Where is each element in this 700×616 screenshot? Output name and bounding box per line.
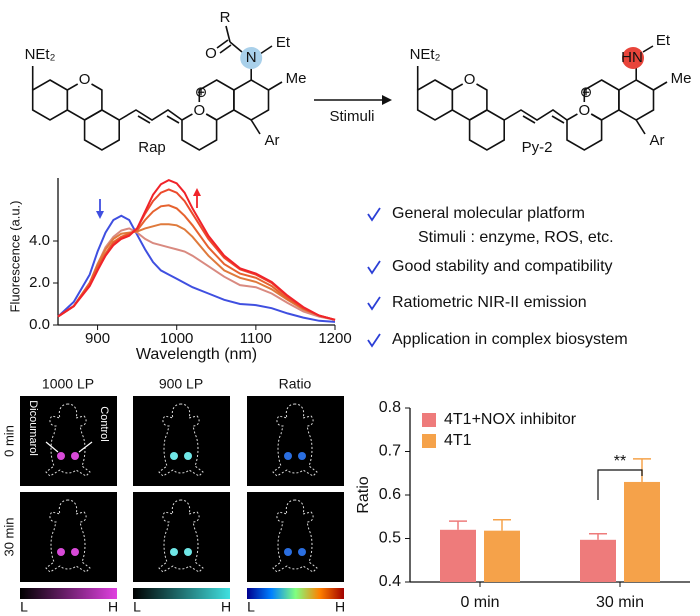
column-label: 1000 LP [42,376,94,392]
atom-label: Et [656,32,671,49]
atom-label: Et [276,34,291,51]
compound-name: Py-2 [522,139,553,156]
image-panel [247,492,344,582]
y-tick-label: 2.0 [29,274,50,291]
spectrum-line [57,178,336,321]
atom-label: Me [286,70,307,87]
atom-label: O [193,102,205,119]
scale-high: H [221,599,231,615]
atom-label: Me [671,70,692,87]
x-tick-label: 0 min [460,594,499,611]
y-tick-label: 0.6 [379,486,401,503]
y-tick-label: 0.4 [379,573,401,590]
feature-text: Application in complex biosystem [392,331,628,348]
reagent-label: Stimuli [329,108,374,125]
arrow-head [193,188,201,196]
amine-label: NEt₂ [410,46,441,63]
charts: 900 1000 1100 1200 0.0 2.0 4.0 Wavelength (nm) F… [7,178,690,611]
row-label: 30 min [1,517,16,556]
product-structure: NEt₂ O O ⊕ HN Et Me Ar Py-2 [410,32,692,156]
significance-bracket [597,469,643,500]
image-panel [20,396,117,486]
spectrum-line [57,223,336,321]
atom-label: O [578,102,590,119]
color-bar [247,588,344,599]
y-tick-label: 0.8 [379,399,401,416]
color-bar [20,588,117,599]
column-label: Ratio [279,376,312,392]
x-tick-label: 1200 [318,330,351,347]
y-tick-label: 4.0 [29,232,50,249]
y-axis-label: Fluorescence (a.u.) [7,201,22,313]
atom-label: R [220,9,231,26]
significance-label: ** [614,453,626,470]
image-annotation: Dicoumarol [27,400,39,456]
feature-text: Ratiometric NIR-II emission [392,294,587,311]
y-tick-label: 0.5 [379,530,401,547]
image-panel [247,396,344,486]
spectrum-line [57,214,336,323]
feature-text: Stimuli : enzyme, ROS, etc. [418,229,614,246]
x-axis-label: Wavelength (nm) [136,346,257,363]
row-label: 0 min [1,425,16,457]
charge-label: ⊕ [580,84,593,101]
scale-high: H [335,599,345,615]
y-tick-label: 0.7 [379,443,401,460]
legend-label: 4T1 [444,432,472,449]
check-icon [367,333,381,348]
bar [484,530,520,582]
feature-text: Good stability and compatibility [392,258,613,275]
atom-label: N [246,49,257,66]
x-tick-label: 30 min [596,594,644,611]
x-tick-label: 900 [85,330,110,347]
feature-list: General molecular platform Stimuli : enz… [367,205,628,348]
color-bar [133,588,230,599]
column-label: 900 LP [159,376,203,392]
check-icon [367,260,381,275]
bar [440,529,476,582]
arrow-head [96,211,104,219]
scale-low: L [133,599,141,615]
legend-swatch [422,413,436,427]
scale-high: H [108,599,118,615]
atom-label: HN [621,49,643,66]
bar [624,481,660,582]
reactant-structure: NEt₂ O O ⊕ R O N Et Me Ar Rap [25,9,307,156]
legend-label: 4T1+NOX inhibitor [444,411,577,428]
imaging-panels: 1000 LP 900 LP Ratio 0 min 30 min Dicoum… [1,376,345,615]
spectrum-line [57,204,336,321]
x-tick-label: 1000 [160,330,193,347]
scale-low: L [247,599,255,615]
check-icon [367,296,381,311]
arrow-head [382,95,392,105]
image-panel [20,492,117,582]
legend-swatch [422,434,436,448]
atom-label: O [464,71,476,88]
spectrum-line [57,227,336,321]
atom-label: O [79,71,91,88]
atom-label: Ar [650,132,665,149]
feature-text: General molecular platform [392,205,585,222]
atom-label: Ar [265,132,280,149]
check-icon [367,207,381,222]
amine-label: NEt₂ [25,46,56,63]
y-axis-label: Ratio [355,476,372,513]
x-tick-label: 1100 [240,330,272,347]
charge-label: ⊕ [195,84,208,101]
image-annotation: Control [98,406,110,441]
image-panel [133,396,230,486]
scale-low: L [20,599,28,615]
atom-label: O [205,45,217,62]
image-panel [133,492,230,582]
y-tick-label: 0.0 [29,316,50,333]
bar [580,539,616,582]
compound-name: Rap [138,139,166,156]
